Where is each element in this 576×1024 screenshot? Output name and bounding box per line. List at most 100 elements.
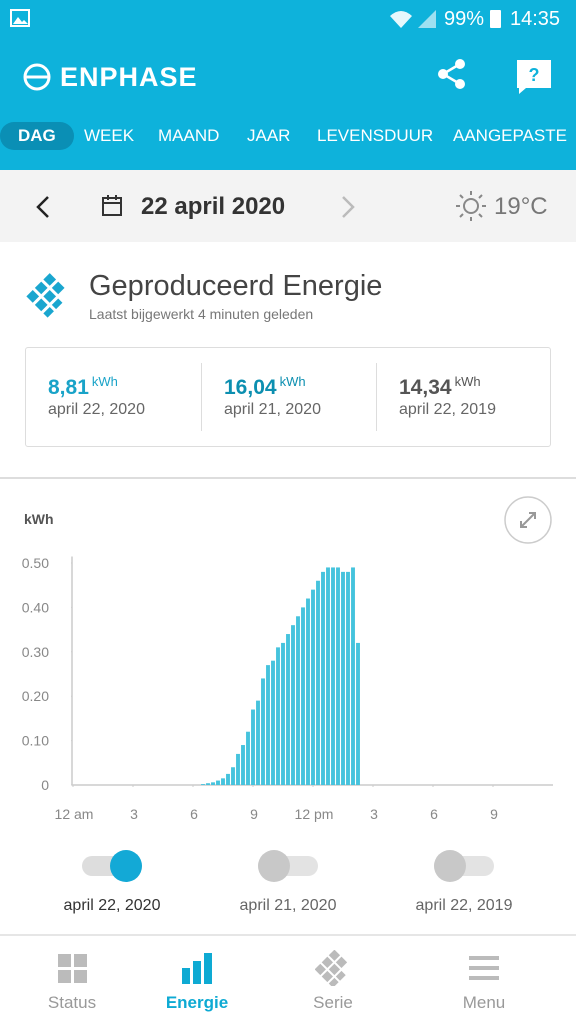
bar (341, 571, 345, 785)
x-tick-label: 3 (130, 806, 138, 822)
period-tab[interactable]: JAAR (247, 126, 291, 145)
bar (256, 700, 260, 785)
bar (351, 567, 355, 785)
bar (201, 784, 205, 785)
signal-icons (390, 10, 436, 28)
x-tick-label: 6 (190, 806, 198, 822)
battery-icon (490, 10, 501, 28)
separator (0, 477, 576, 479)
bar (236, 753, 240, 785)
unit: kWh (279, 374, 306, 389)
bar (301, 607, 305, 785)
series-toggle[interactable] (431, 846, 497, 886)
summary-value: 8,81 kWh (48, 374, 118, 400)
help-button[interactable]: ? (516, 59, 552, 95)
period-tab[interactable]: LEVENSDUUR (317, 126, 434, 145)
nav-icon[interactable] (179, 950, 215, 986)
summary-value: 14,34 kWh (399, 374, 481, 400)
bar (336, 567, 340, 785)
series-toggle[interactable] (79, 846, 145, 886)
divider (376, 363, 377, 431)
clock: 14:35 (510, 8, 561, 30)
x-tick-label: 6 (430, 806, 438, 822)
bar (216, 780, 220, 785)
prev-day-button[interactable] (34, 194, 54, 220)
bar (286, 634, 290, 785)
x-tick-label: 9 (490, 806, 498, 822)
nav-icon[interactable] (54, 950, 90, 986)
share-button[interactable] (436, 58, 468, 90)
selected-date: 22 april 2020 (141, 193, 286, 220)
series-toggle[interactable] (255, 846, 321, 886)
period-tab[interactable]: WEEK (84, 126, 135, 145)
bar (291, 625, 295, 785)
period-tab[interactable]: DAG (0, 122, 74, 150)
period-tab[interactable]: AANGEPASTE (453, 126, 567, 145)
bar (276, 647, 280, 785)
divider (201, 363, 202, 431)
unit: kWh (91, 374, 118, 389)
nav-icon[interactable] (315, 950, 351, 986)
svg-text:?: ? (529, 65, 540, 85)
nav-label[interactable]: Status (47, 993, 97, 1012)
section-title: Geproduceerd Energie (89, 270, 383, 302)
bar (211, 782, 215, 785)
nav-label[interactable]: Energie (165, 993, 229, 1012)
bar (221, 778, 225, 785)
bar (316, 580, 320, 785)
next-day-button[interactable] (338, 194, 358, 220)
summary-value: 16,04 kWh (224, 374, 306, 400)
toggle-label: april 22, 2020 (63, 897, 161, 914)
weather-icon (456, 191, 486, 221)
panel-icon (26, 273, 65, 318)
bar (226, 773, 230, 785)
x-tick-label: 12 am (55, 806, 94, 822)
calendar-icon[interactable] (101, 194, 123, 218)
section-subtitle: Laatst bijgewerkt 4 minuten geleden (89, 306, 314, 322)
y-tick-label: 0.50 (22, 555, 49, 571)
bar (306, 598, 310, 785)
bar (241, 745, 245, 785)
nav-label[interactable]: Menu (462, 993, 506, 1012)
gallery-icon (10, 9, 30, 27)
bar (356, 642, 360, 785)
y-tick-label: 0 (41, 777, 49, 793)
bar (346, 571, 350, 785)
nav-border (0, 934, 576, 936)
bar (311, 589, 315, 785)
battery-level: 99% (444, 8, 485, 30)
bar (261, 678, 265, 785)
y-tick-label: 0.40 (22, 599, 49, 615)
expand-chart-button[interactable] (504, 496, 552, 544)
period-tab[interactable]: MAAND (158, 126, 220, 145)
chart: kWh 0 0.10 0.20 0.30 0.40 0.50 12 am 3 6 9 12 pm 3 6… (22, 511, 553, 822)
bar (231, 767, 235, 785)
value: 16,04 (224, 376, 277, 399)
nav-icon[interactable] (466, 950, 502, 986)
nav-label[interactable]: Serie (313, 993, 353, 1012)
bar (206, 783, 210, 785)
summary-date: april 21, 2020 (224, 401, 321, 418)
x-tick-label: 3 (370, 806, 378, 822)
bar (296, 616, 300, 785)
brand-logo (23, 63, 51, 91)
bar (266, 665, 270, 785)
y-tick-label: 0.20 (22, 688, 49, 704)
toggle-label: april 21, 2020 (239, 897, 337, 914)
toggle-label: april 22, 2019 (415, 897, 513, 914)
x-tick-label: 12 pm (295, 806, 334, 822)
summary-card: 8,81 kWh april 22, 2020 16,04 kWh april 21, 2… (25, 347, 551, 447)
date-bar: 22 april 2020 19°C (0, 170, 576, 242)
value: 8,81 (48, 376, 89, 399)
bar (271, 660, 275, 785)
bar (251, 709, 255, 785)
bar (326, 567, 330, 785)
bar (321, 571, 325, 785)
summary-date: april 22, 2020 (48, 401, 145, 418)
x-tick-label: 9 (250, 806, 258, 822)
y-tick-label: 0.30 (22, 644, 49, 660)
bar (331, 567, 335, 785)
summary-date: april 22, 2019 (399, 401, 496, 418)
y-axis-label: kWh (24, 511, 54, 527)
